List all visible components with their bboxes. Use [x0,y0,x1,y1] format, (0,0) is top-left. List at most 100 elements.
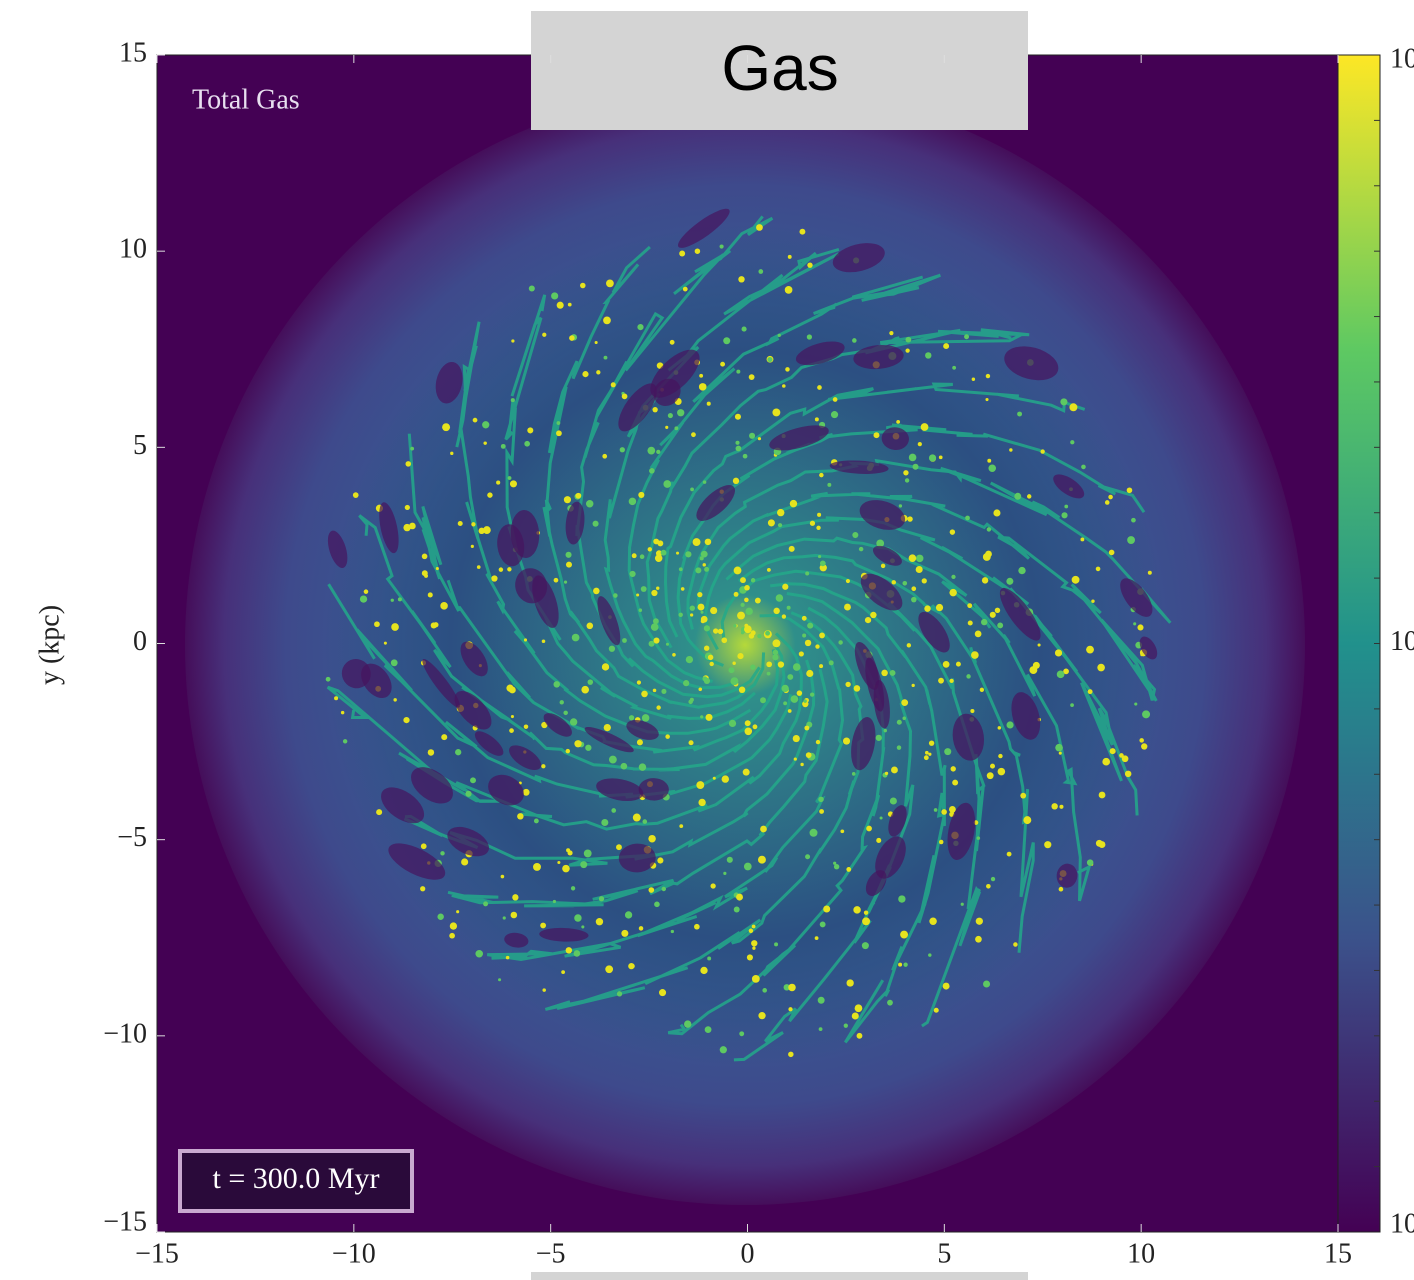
gas-clump [844,604,851,611]
gas-clump [718,629,723,634]
gas-clump [827,483,831,487]
gas-clump [405,461,411,467]
gas-clump [665,426,668,429]
gas-clump [471,545,474,548]
gas-clump [981,619,987,625]
gas-clump [799,229,805,235]
gas-clump [705,539,712,546]
gas-clump [566,749,570,753]
gas-clump [690,488,694,492]
gas-clump [815,936,819,940]
gas-clump [654,902,660,908]
gas-clump [745,608,752,615]
gas-clump [734,567,742,575]
annotation: Total Gas [192,84,300,115]
gas-clump [766,661,772,667]
gas-clump [455,749,461,755]
gas-clump [985,398,988,401]
gas-clump [1051,803,1057,809]
gas-clump [738,276,744,282]
gas-clump [1096,840,1103,847]
gas-clump [374,621,380,627]
gas-clump [794,757,797,760]
gas-clump [403,717,409,723]
gas-clump [906,337,912,343]
gas-clump [657,540,663,546]
gas-clump [622,394,628,400]
gas-clump [713,777,716,780]
gas-clump [683,680,689,686]
gas-clump [802,634,806,638]
gas-clump [1105,500,1110,505]
gas-clump [911,597,917,603]
gas-clump [533,863,541,871]
gas-clump [657,857,663,863]
gas-clump [695,567,701,573]
gas-clump [571,886,575,890]
gas-clump [788,255,792,259]
gas-clump [648,887,654,893]
gas-clump [609,646,615,652]
gas-clump [507,567,511,571]
gas-clump [758,856,766,864]
gas-clump [873,432,879,438]
gas-clump [916,566,923,573]
gas-clump [950,529,955,534]
gas-clump [461,858,468,865]
gas-clump [1134,702,1137,705]
gas-clump [723,337,730,344]
gas-clump [621,930,628,937]
gas-clump [880,816,883,819]
gas-clump [728,667,734,673]
x-tick-label: −5 [536,1238,566,1269]
gas-clump [845,682,850,687]
gas-clump [662,887,666,891]
gas-clump [496,481,500,485]
gas-clump [1088,689,1093,694]
gas-clump [534,819,539,824]
gas-clump [424,574,428,578]
gas-clump [995,608,1000,613]
gas-clump [743,769,750,776]
gas-clump [752,975,760,983]
gas-clump [943,983,950,990]
gas-clump [949,679,953,683]
gas-clump [482,421,489,428]
gas-clump [936,604,943,611]
gas-clump [929,918,936,925]
gas-clump [553,681,559,687]
gas-clump [744,585,750,591]
gas-clump [551,292,558,299]
gas-clump [921,423,929,431]
gas-clump [782,614,786,618]
gas-clump [819,809,824,814]
gas-clump [745,728,753,736]
gas-clump [749,374,755,380]
chart-title: Gas [721,32,838,104]
y-axis-label: y (kpc) [34,605,65,685]
gas-clump [593,588,600,595]
gas-clump [450,452,453,455]
gas-clump [1061,512,1067,518]
gas-clump [683,287,688,292]
gas-clump [751,578,755,582]
gas-clump [721,637,727,643]
gas-clump [810,521,815,526]
gas-clump [506,685,513,692]
gas-clump [1044,841,1051,848]
gas-clump [629,498,637,506]
gas-clump [566,552,572,558]
gas-clump [793,735,800,742]
gas-clump [772,639,780,647]
gas-clump [787,674,793,680]
gas-clump [881,670,888,677]
gas-clump [440,851,444,855]
gas-clump [857,1033,863,1039]
gas-clump [733,478,739,484]
gas-clump [465,791,471,797]
gas-clump [572,634,580,642]
gas-clump [604,724,611,731]
gas-clump [916,555,924,563]
gas-clump [656,450,660,454]
gas-clump [602,663,609,670]
